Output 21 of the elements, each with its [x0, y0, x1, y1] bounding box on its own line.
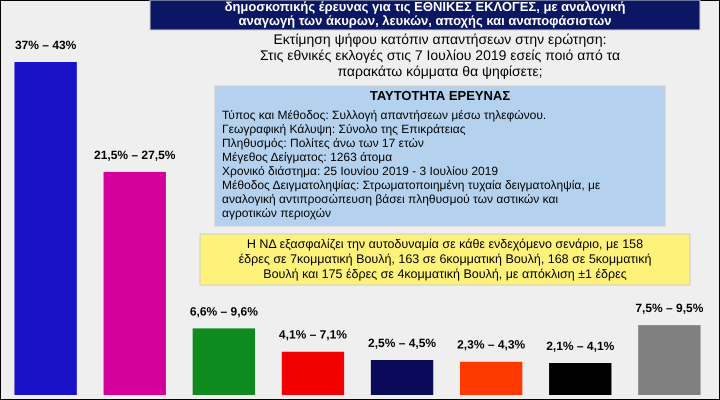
bar — [282, 352, 344, 395]
bar — [460, 362, 522, 395]
annotation: ΤΑΥΤΟΤΗΤΑ ΕΡΕΥΝΑΣ — [370, 88, 510, 103]
text: 37% – 43% — [14, 38, 77, 52]
bar — [549, 363, 612, 395]
bar — [638, 325, 701, 395]
annotation: 4,1% – 7,1% — [278, 328, 348, 342]
annotation: Η ΝΔ εξασφαλίζει την αυτοδυναμία σε κάθε ενδεχόμενο σενάριο, με 158 έδρες σε 7κομματική Βουλή, 163 σε 6κομματική Βουλή, 168 σε 5κομματική Βουλή και 175 έδρες σε 4κομματική Βουλή, με απόκλιση ±1 έδρες — [238, 237, 652, 281]
annotation: 7,5% – 9,5% — [635, 301, 704, 316]
annotation: 2,1% – 4,1% — [546, 339, 615, 354]
annotation: Τύπος και Μέθοδος: Συλλογή απαντήσεων μέσω τηλεφώνου. Γεωγραφική Κάλυψη: Σύνολο της Επικράτειας Πληθυσμός: Πολίτες άνω των 17 ετών Μέγεθος Δείγματος: 1263 άτομα Χρονικό διάστημα: 25 Ιουνίου 2019 - 3 Ιουλίου 2019 Μέθοδος Δειγματοληψίας: Στρωματοποιημένη τυχαία δειγματοληψία, με αναλογική αντιπροσώπευση βάσει πληθυσμού των αστικών και αγροτικών περιοχών — [222, 108, 601, 220]
bar — [104, 172, 166, 395]
bar — [192, 328, 256, 395]
chart-title: δημοσκοπικής έρευνας για τις ΕΘΝΙΚΕΣ ΕΚΛΟΓΕΣ, με αναλογική αναγωγή των άκυρων, λευκών, αποχής και αναποφάσιστων — [224, 0, 626, 28]
annotation: 2,5% – 4,5% — [368, 336, 436, 350]
annotation: 2,3% – 4,3% — [457, 338, 526, 352]
annotation: 21,5% – 27,5% — [94, 148, 176, 162]
bar — [370, 360, 434, 395]
annotation: 6,6% – 9,6% — [190, 304, 258, 318]
chart-subtitle: Εκτίμηση ψήφου κατόπιν απαντήσεων στην ερώτηση: Στις εθνικές εκλογές στις 7 Ιουλίου 2019 εσείς ποιό από τα παρακάτω κόμματα θα ψηφίσετε; — [260, 31, 620, 79]
bar — [14, 62, 77, 395]
